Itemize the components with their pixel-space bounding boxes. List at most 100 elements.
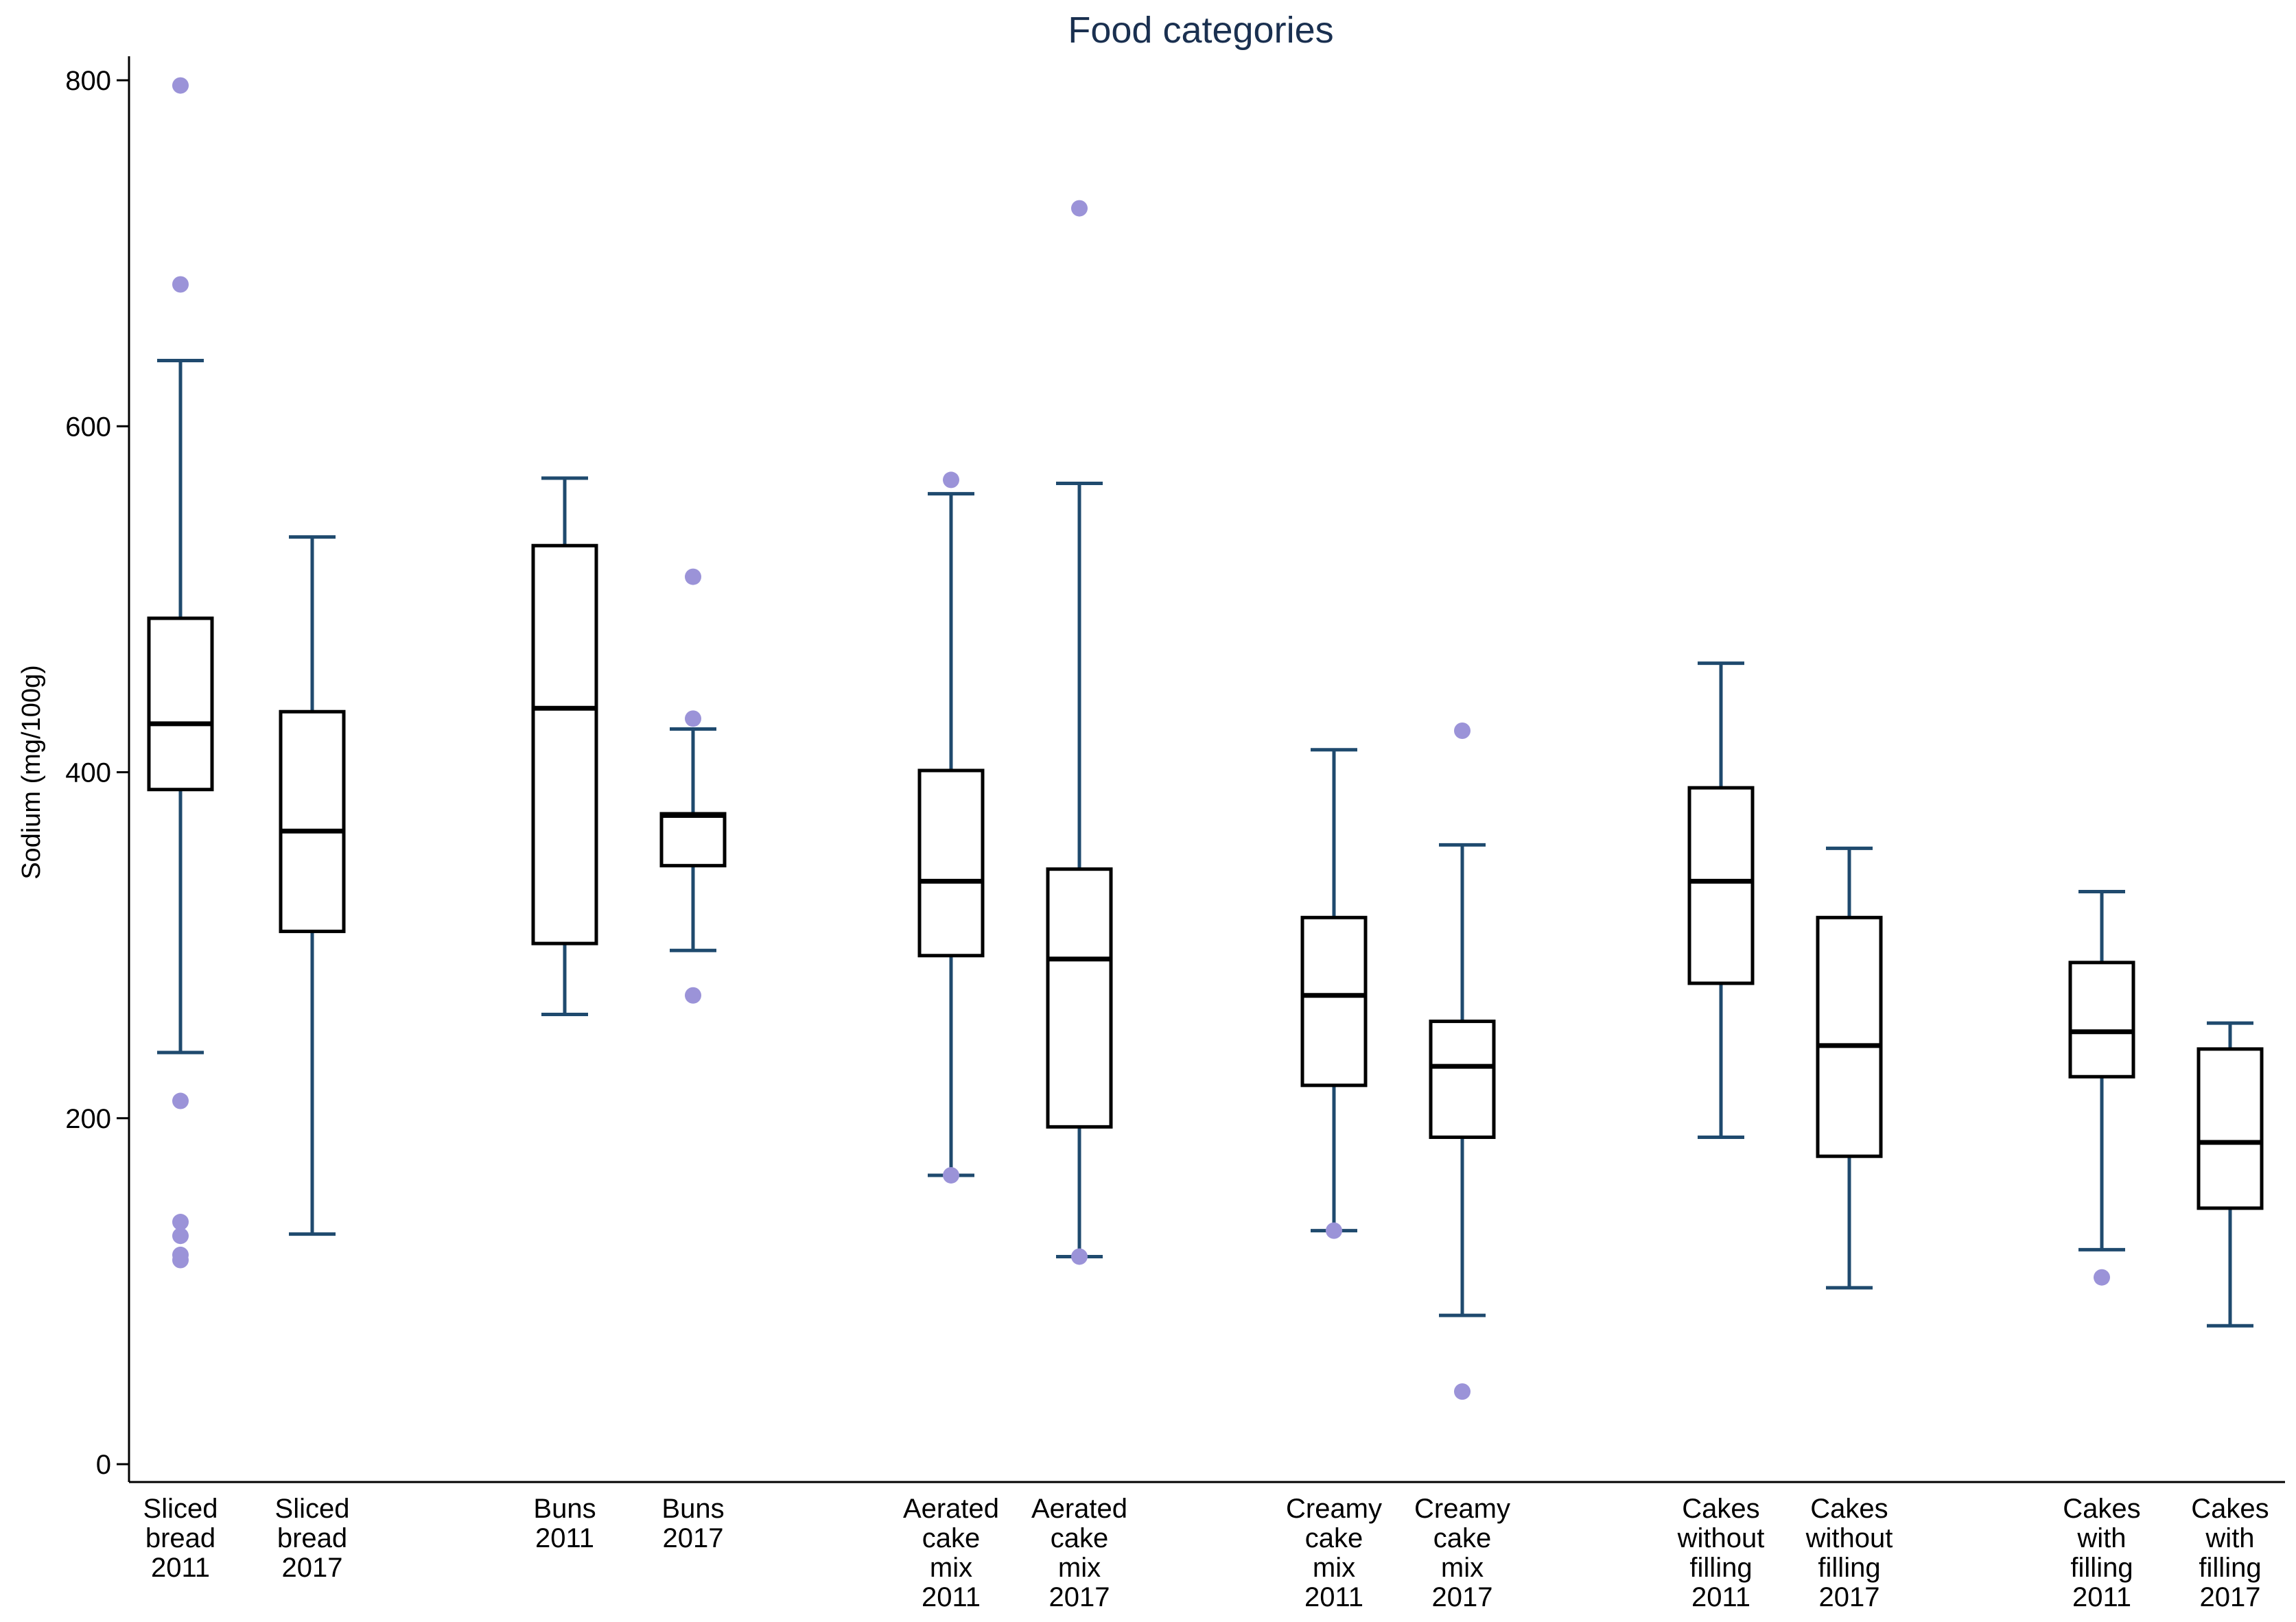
x-tick-label-line: Sliced [275,1494,350,1524]
x-tick-label-line: 2011 [535,1523,594,1553]
outlier-1-1 [172,77,189,94]
outlier-4-2 [685,710,701,727]
x-tick-label-line: with [2205,1523,2254,1553]
y-tick-label-800: 800 [65,66,111,96]
x-tick-label-8: Creamy cake mix 2017 [1414,1494,1510,1612]
box-10 [1816,846,1883,1290]
x-tick-label-line: cake [922,1523,981,1553]
x-tick-label-line: Creamy [1286,1494,1382,1524]
outlier-6-1 [1071,200,1088,217]
x-tick-label-line: mix [930,1553,972,1583]
y-tick-label-600: 600 [65,412,111,442]
x-tick-label-6: Aerated cake mix 2017 [1031,1494,1127,1612]
outlier-5-1 [943,471,959,489]
x-tick-label-line: with [2076,1523,2126,1553]
iqr-box-12 [2197,1047,2264,1210]
y-tick-label-400: 400 [65,758,111,788]
x-tick-label-line: cake [1433,1523,1492,1553]
x-tick-label-line: Cakes [1682,1494,1759,1524]
x-tick-label-line: filling [2199,1553,2261,1583]
box-5 [917,471,985,1184]
axes: 0 200 400 600 800 [65,56,2285,1483]
x-tick-label-line: 2017 [282,1553,343,1583]
box-2 [279,535,346,1236]
x-tick-label-line: Sliced [143,1494,218,1524]
x-tick-label-line: bread [145,1523,215,1553]
x-tick-label-line: 2011 [1304,1582,1363,1612]
outlier-1-4 [172,1214,189,1231]
x-tick-label-line: Aerated [903,1494,999,1524]
box-11 [2068,889,2135,1286]
x-tick-label-line: Cakes [2063,1494,2140,1524]
outlier-11-1 [2094,1269,2110,1286]
outlier-5-2 [943,1166,959,1184]
x-tick-label-2: Sliced bread 2017 [275,1494,350,1583]
box-8 [1429,722,1496,1400]
iqr-box-2 [279,709,346,933]
box-3 [531,476,598,1016]
x-tick-label-12: Cakes with filling 2017 [2191,1494,2269,1612]
outlier-8-1 [1454,722,1471,739]
iqr-box-8 [1429,1020,1496,1139]
outlier-1-2 [172,276,189,293]
x-tick-label-line: without [1805,1523,1893,1553]
x-tick-label-5: Aerated cake mix 2011 [903,1494,999,1612]
x-tick-label-line: filling [1689,1553,1752,1583]
box-4 [659,568,727,1004]
x-tick-label-line: 2017 [663,1523,724,1553]
x-tick-label-line: mix [1441,1553,1484,1583]
iqr-box-3 [531,543,598,945]
x-tick-label-line: filling [2070,1553,2133,1583]
box-1 [147,77,214,1269]
iqr-box-4 [659,812,727,868]
outlier-4-1 [685,568,701,585]
y-tick-label-0: 0 [96,1450,111,1480]
x-tick-label-7: Creamy cake mix 2011 [1286,1494,1382,1612]
outlier-4-3 [685,987,701,1004]
box-6 [1046,200,1113,1265]
x-tick-label-line: Cakes [1810,1494,1888,1524]
x-tick-label-line: cake [1305,1523,1363,1553]
x-tick-label-line: Aerated [1031,1494,1127,1524]
x-tick-label-9: Cakes without filling 2011 [1677,1494,1765,1612]
x-tick-label-3: Buns 2011 [533,1494,596,1553]
x-tick-label-line: 2017 [2200,1582,2261,1612]
x-tick-label-line: Buns [533,1494,596,1524]
outlier-8-2 [1454,1383,1471,1400]
outlier-7-1 [1326,1222,1342,1239]
x-tick-label-line: 2011 [1691,1582,1750,1612]
outlier-6-2 [1071,1248,1088,1265]
chart-title: Food categories [1068,10,1333,51]
x-tick-label-line: 2017 [1432,1582,1493,1612]
x-tick-label-line: 2011 [2072,1582,2131,1612]
x-tick-label-11: Cakes with filling 2011 [2063,1494,2140,1612]
iqr-box-10 [1816,915,1883,1158]
iqr-box-1 [147,616,214,792]
iqr-box-11 [2068,961,2135,1079]
iqr-box-7 [1300,915,1368,1088]
x-tick-label-line: 2011 [151,1553,210,1583]
x-tick-label-4: Buns 2017 [661,1494,724,1553]
box-9 [1687,661,1755,1139]
iqr-box-5 [917,768,985,958]
box-7 [1300,748,1368,1239]
x-tick-label-line: Creamy [1414,1494,1510,1524]
x-tick-label-line: without [1677,1523,1765,1553]
x-tick-label-line: filling [1818,1553,1880,1583]
x-tick-label-line: mix [1313,1553,1355,1583]
outlier-1-7 [172,1251,189,1269]
outlier-1-5 [172,1227,189,1245]
y-axis-label: Sodium (mg/100g) [17,665,46,880]
x-tick-label-line: 2017 [1049,1582,1110,1612]
x-tick-label-1: Sliced bread 2011 [143,1494,218,1583]
x-tick-label-line: 2011 [922,1582,981,1612]
x-tick-label-line: cake [1051,1523,1109,1553]
y-tick-label-200: 200 [65,1104,111,1134]
iqr-box-9 [1687,786,1755,985]
x-tick-label-line: 2017 [1819,1582,1880,1612]
x-tick-label-line: Cakes [2191,1494,2269,1524]
x-tick-label-line: bread [277,1523,347,1553]
